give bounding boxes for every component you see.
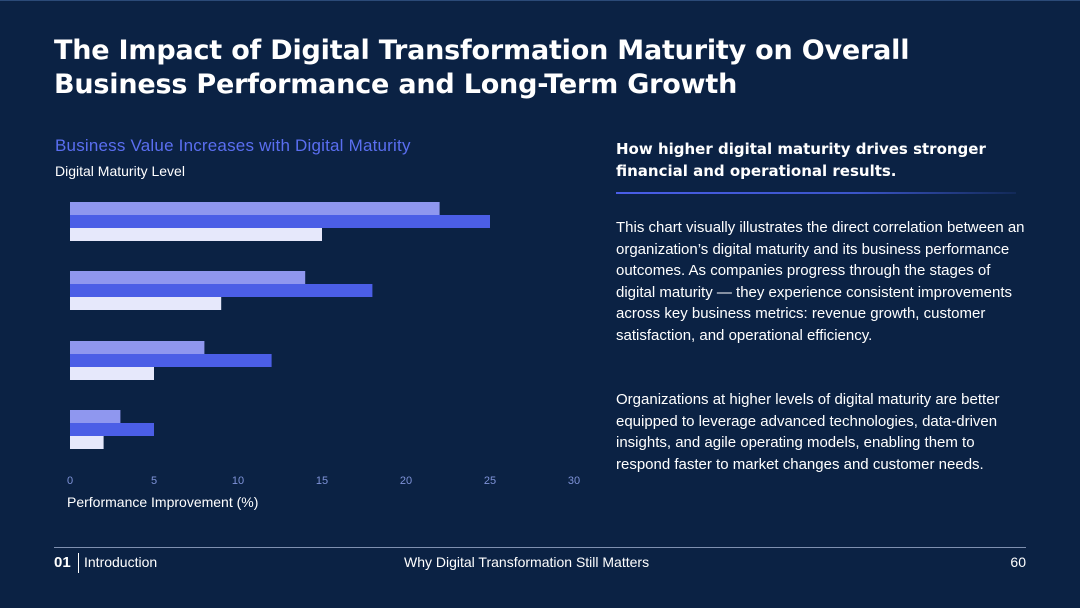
bar-level-2-series-1 <box>70 271 306 284</box>
side-heading: How higher digital maturity drives stron… <box>616 140 986 180</box>
footer-section-number: 01 <box>54 554 71 571</box>
x-tick-label: 30 <box>568 475 580 487</box>
side-paragraph-1: This chart visually illustrates the dire… <box>616 219 1025 344</box>
bar-level-2-series-2 <box>70 284 373 297</box>
footer-divider <box>54 547 1026 548</box>
x-tick-label: 10 <box>232 475 244 487</box>
bar-level-1-series-3 <box>70 228 322 241</box>
page-number: 60 <box>1010 554 1026 570</box>
chart-y-axis-label: Digital Maturity Level <box>55 163 185 179</box>
slide-title: The Impact of Digital Transformation Mat… <box>54 35 910 100</box>
top-border <box>0 0 1080 1</box>
x-tick-label: 0 <box>67 475 73 487</box>
heading-underline <box>616 192 1016 194</box>
chart-x-axis-label: Performance Improvement (%) <box>67 494 259 510</box>
bar-level-1-series-1 <box>70 202 440 215</box>
bar-level-3-series-1 <box>70 341 205 354</box>
x-tick-label: 5 <box>151 475 157 487</box>
bar-level-3-series-2 <box>70 354 272 367</box>
bar-level-1-series-2 <box>70 215 490 228</box>
x-tick-label: 15 <box>316 475 328 487</box>
bar-level-4-series-1 <box>70 410 121 423</box>
footer-separator <box>78 553 79 573</box>
bar-level-4-series-3 <box>70 436 104 449</box>
bar-level-3-series-3 <box>70 367 154 380</box>
bar-level-4-series-2 <box>70 423 154 436</box>
footer-section-name: Introduction <box>84 554 158 570</box>
bar-chart: 0 5 10 15 20 25 30 <box>67 202 580 487</box>
chart-title: Business Value Increases with Digital Ma… <box>55 136 411 155</box>
x-tick-label: 20 <box>400 475 412 487</box>
footer-deck-title: Why Digital Transformation Still Matters <box>404 554 650 570</box>
bar-level-2-series-3 <box>70 297 222 310</box>
x-tick-label: 25 <box>484 475 496 487</box>
side-paragraph-2: Organizations at higher levels of digita… <box>616 391 1000 473</box>
